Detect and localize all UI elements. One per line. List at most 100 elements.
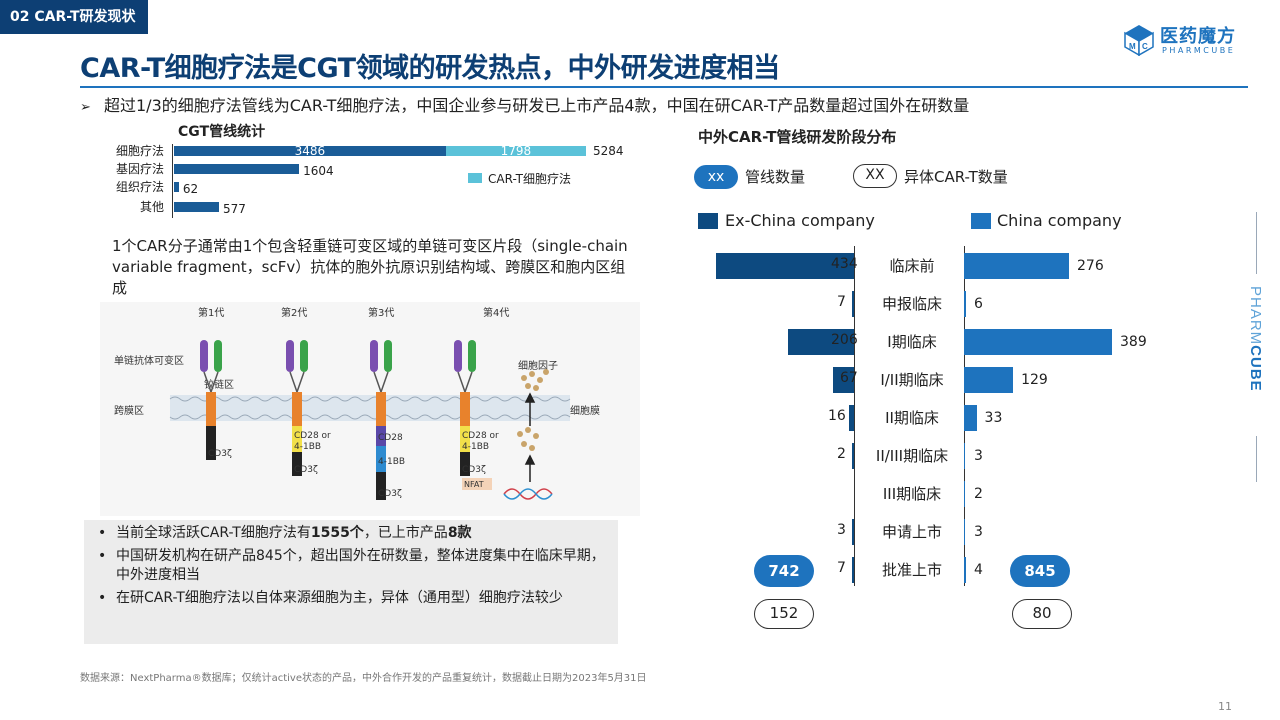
car-gen2-molecule — [286, 340, 308, 476]
cgt-segment-label: 1798 — [500, 144, 532, 158]
china-value-label: 276 — [1077, 258, 1104, 274]
summary-box: 当前全球活跃CAR-T细胞疗法有1555个，已上市产品8款 中国研发机构在研产品… — [84, 520, 618, 644]
scfv-label: 单链抗体可变区 — [114, 354, 184, 367]
legend-china-swatch — [971, 213, 991, 229]
china-bar — [964, 557, 966, 583]
stage-label: 临床前 — [889, 257, 935, 275]
gen3-41bb: 4-1BB — [378, 457, 405, 467]
summary-item-3: 在研CAR-T细胞疗法以自体来源细胞为主，异体（通用型）细胞疗法较少 — [98, 589, 608, 608]
cube-letter-c: C — [1142, 42, 1148, 51]
cgt-category-label: 细胞疗法 — [115, 144, 164, 158]
cgt-legend-label: CAR-T细胞疗法 — [488, 172, 571, 186]
ex-china-value-label: 7 — [837, 560, 846, 576]
cgt-value-label: 1604 — [303, 164, 334, 178]
gen4-label: 第4代 — [483, 306, 509, 319]
gen4-cd3z: CD3ζ — [462, 465, 486, 475]
summary-item-2: 中国研发机构在研产品845个，超出国外在研数量，整体进度集中在临床早期，中外进度… — [98, 547, 608, 585]
gen2-costim-a: CD28 or — [294, 431, 331, 441]
brand-sub: PHARMCUBE — [1162, 46, 1236, 55]
china-bar — [964, 329, 1112, 355]
gen2-cd3z: CD3ζ — [294, 465, 318, 475]
stage-label: I/II期临床 — [880, 371, 944, 389]
ex-china-total-pill: 742 — [754, 555, 814, 587]
section-tag: 02 CAR-T研发现状 — [0, 0, 148, 34]
gen2-label: 第2代 — [281, 306, 307, 319]
ex-china-value-label: 67 — [840, 370, 858, 386]
cgt-category-label: 其他 — [139, 200, 164, 214]
page-number: 11 — [1218, 700, 1232, 713]
cytokine-label: 细胞因子 — [518, 359, 558, 372]
ex-china-bar — [851, 291, 854, 317]
side-brand-bold: CUBE — [1247, 345, 1264, 392]
china-value-label: 4 — [974, 562, 983, 578]
gen1-label: 第1代 — [198, 306, 224, 319]
china-value-label: 2 — [974, 486, 983, 502]
stage-chart-title: 中外CAR-T管线研发阶段分布 — [698, 128, 897, 146]
china-value-label: 129 — [1021, 372, 1048, 388]
cube-letter-m: M — [1129, 42, 1136, 51]
gen2-costim-b: 4-1BB — [294, 442, 321, 452]
side-brand-vertical: PHARMCUBE — [1247, 286, 1264, 392]
ex-china-value-label: 434 — [831, 256, 858, 272]
gen1-cd3z: CD3ζ — [208, 449, 232, 459]
china-allogeneic-oval: 80 — [1012, 599, 1072, 629]
key-pipeline-text: 管线数量 — [745, 168, 806, 186]
side-rule-bottom — [1256, 436, 1257, 482]
secretion-arrows — [524, 392, 536, 482]
gen4-costim-a: CD28 or — [462, 431, 499, 441]
hinge-label: 铰链区 — [204, 378, 234, 391]
stage-label: I期临床 — [887, 333, 937, 351]
cytokine-particles — [517, 369, 549, 451]
cgt-category-label: 组织疗法 — [115, 180, 164, 194]
car-gen3-molecule — [370, 340, 392, 500]
china-value-label: 6 — [974, 296, 983, 312]
china-bar — [964, 519, 966, 545]
car-generations-diagram: 第1代 第2代 第3代 第4代 单链抗体可变区 铰链区 跨膜区 细胞因子 细胞膜… — [100, 302, 640, 516]
china-value-label: 3 — [974, 448, 983, 464]
car-gen1-molecule — [200, 340, 222, 460]
gen3-cd28: CD28 — [378, 433, 403, 443]
china-bar — [964, 367, 1014, 393]
cube-logo-icon: M C — [1124, 25, 1154, 56]
ex-china-bar — [852, 519, 854, 545]
side-brand-light: PHARM — [1247, 286, 1264, 345]
china-bar — [964, 405, 977, 431]
key-allogeneic-text: 异体CAR-T数量 — [904, 168, 1008, 186]
china-bar — [964, 443, 966, 469]
cgt-bar-cart — [445, 146, 586, 156]
legend-ex-china-swatch — [698, 213, 718, 229]
stage-label: III期临床 — [882, 485, 942, 503]
china-value-label: 3 — [974, 524, 983, 540]
cgt-legend-swatch — [468, 173, 482, 183]
stage-label: II期临床 — [885, 409, 939, 427]
stage-label: II/III期临床 — [875, 447, 949, 465]
gen3-cd3z: CD3ζ — [378, 489, 402, 499]
gen4-nfat: NFAT — [464, 480, 484, 489]
ex-china-value-label: 7 — [837, 294, 846, 310]
svg-text:PHARMCUBE: PHARMCUBE — [1247, 286, 1264, 392]
key-point-text: 超过1/3的细胞疗法管线为CAR-T细胞疗法，中国企业参与研发已上市产品4款，中… — [104, 96, 970, 115]
ex-china-bar — [852, 443, 854, 469]
cgt-category-label: 基因疗法 — [115, 162, 164, 176]
membrane-label: 细胞膜 — [570, 404, 600, 417]
summary-item-1: 当前全球活跃CAR-T细胞疗法有1555个，已上市产品8款 — [98, 524, 608, 543]
stage-label: 申报临床 — [881, 295, 942, 313]
cgt-pipeline-chart: CAR-T细胞疗法 细胞疗法 3486 1798 5284 基因疗法 1604 组织疗法 62… — [100, 140, 624, 220]
ex-china-value-label: 2 — [837, 446, 846, 462]
ex-china-bar — [716, 253, 854, 279]
ex-china-bar — [848, 405, 854, 431]
dna-helix-icon — [503, 488, 553, 500]
gen3-label: 第3代 — [368, 306, 394, 319]
ex-china-bar — [832, 367, 854, 393]
cgt-value-label: 577 — [222, 202, 246, 216]
brand-name: 医药魔方 — [1160, 26, 1236, 47]
ex-china-value-label: 16 — [828, 408, 846, 424]
cgt-bar — [174, 164, 300, 174]
cgt-bar — [174, 202, 219, 212]
china-bar — [964, 253, 1069, 279]
car-gen4-molecule — [454, 340, 492, 490]
cgt-bar — [174, 182, 179, 192]
gen4-costim-b: 4-1BB — [462, 442, 489, 452]
cgt-bar — [174, 146, 446, 156]
ex-china-allogeneic-oval: 152 — [754, 599, 814, 629]
